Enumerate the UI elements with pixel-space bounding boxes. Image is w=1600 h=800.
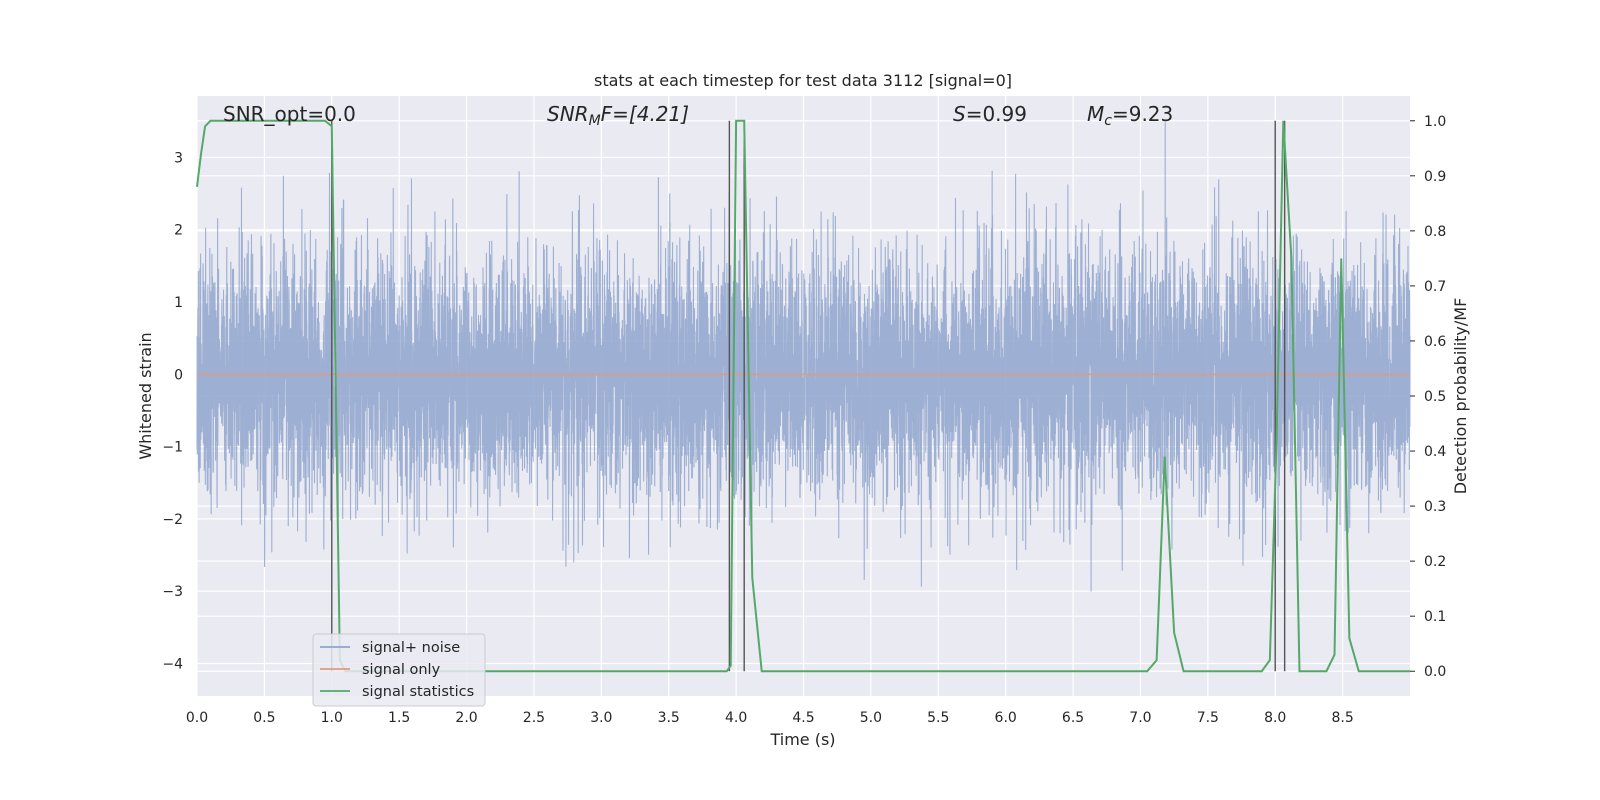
legend-box <box>312 633 486 707</box>
y-axis-ticks: 3 2 1 0 −1 −2 −3 −4 <box>162 150 183 672</box>
y2-tick-label: 0.2 <box>1424 554 1446 570</box>
x-tick-label: 6.0 <box>995 710 1017 726</box>
legend: signal+ noise signal only signal statist… <box>312 633 486 707</box>
annotation-mc: Mc=9.23 <box>1087 102 1173 129</box>
y2-tick-label: 0.3 <box>1424 499 1446 515</box>
y-tick-label: 3 <box>174 150 183 166</box>
vertical-markers <box>331 120 1286 672</box>
y-tick-label: −1 <box>162 440 183 456</box>
x-tick-label: 1.0 <box>321 710 343 726</box>
y-tick-label: −4 <box>162 656 183 672</box>
x-axis-ticks: 0.0 0.5 1.0 1.5 2.0 2.5 3.0 3.5 4.0 4.5 5.0 5.5 6.0 6… <box>186 710 1354 726</box>
series-signal-statistics <box>196 119 1410 673</box>
annotation-snr-mf: SNRMF=[4.21] <box>547 102 689 129</box>
y-tick-label: −2 <box>162 512 183 528</box>
x-tick-label: 0.5 <box>253 710 275 726</box>
x-axis-label: Time (s) <box>769 730 835 749</box>
x-tick-label: 2.5 <box>523 710 545 726</box>
y2-axis-ticks: 1.0 0.9 0.8 0.7 0.6 0.5 0.4 0.3 0.2 0.1 0.0 <box>1410 114 1446 680</box>
y-tick-label: 1 <box>174 295 183 311</box>
x-tick-label: 1.5 <box>388 710 410 726</box>
x-tick-label: 6.5 <box>1062 710 1084 726</box>
chart-title: stats at each timestep for test data 311… <box>594 71 1012 90</box>
y2-tick-label: 0.0 <box>1424 664 1446 680</box>
signal-noise-line <box>196 122 1411 592</box>
annotation-snr-opt: SNR_opt=0.0 <box>223 102 356 126</box>
x-tick-label: 8.0 <box>1264 710 1286 726</box>
y-tick-label: 2 <box>174 223 183 239</box>
x-tick-label: 5.5 <box>927 710 949 726</box>
y2-tick-label: 0.6 <box>1424 334 1446 350</box>
legend-label-signal-statistics: signal statistics <box>362 684 474 700</box>
x-tick-label: 4.0 <box>725 710 747 726</box>
y2-tick-label: 0.9 <box>1424 169 1446 185</box>
y2-tick-label: 1.0 <box>1424 114 1446 130</box>
x-tick-label: 2.0 <box>455 710 477 726</box>
y2-tick-label: 0.8 <box>1424 224 1446 240</box>
y2-tick-label: 0.7 <box>1424 279 1446 295</box>
x-tick-label: 8.5 <box>1331 710 1353 726</box>
y2-tick-label: 0.5 <box>1424 389 1446 405</box>
legend-label-signal-only: signal only <box>362 662 441 678</box>
y-tick-label: 0 <box>174 367 183 383</box>
x-tick-label: 5.0 <box>860 710 882 726</box>
y2-tick-label: 0.4 <box>1424 444 1446 460</box>
y-axis-label: Whitened strain <box>136 332 155 459</box>
x-tick-label: 7.5 <box>1197 710 1219 726</box>
x-tick-label: 7.0 <box>1129 710 1151 726</box>
y-tick-label: −3 <box>162 584 183 600</box>
x-tick-label: 3.0 <box>590 710 612 726</box>
x-tick-label: 3.5 <box>658 710 680 726</box>
y2-tick-label: 0.1 <box>1424 609 1446 625</box>
x-tick-label: 4.5 <box>792 710 814 726</box>
x-tick-label: 0.0 <box>186 710 208 726</box>
signal-statistics-line <box>196 119 1410 673</box>
annotation-s: S=0.99 <box>953 102 1027 126</box>
legend-label-signal-noise: signal+ noise <box>362 640 460 656</box>
y2-axis-label: Detection probability/MF <box>1451 298 1470 495</box>
series-signal-noise <box>196 122 1411 592</box>
